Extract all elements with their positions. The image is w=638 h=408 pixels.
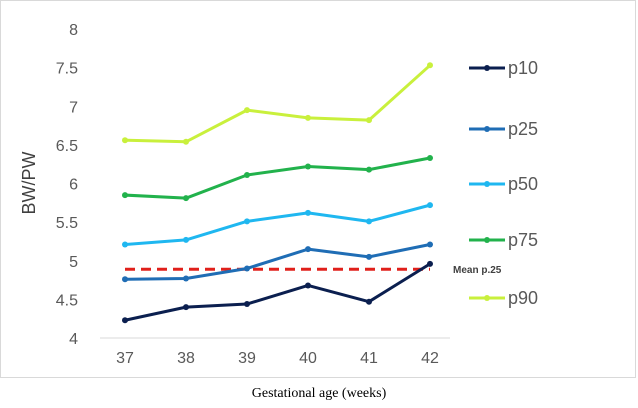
data-point (305, 163, 311, 170)
data-point (183, 236, 189, 243)
legend-item-p50: p50 (469, 174, 538, 194)
x-tick-label: 41 (360, 350, 378, 367)
data-point (122, 241, 128, 248)
legend-marker (484, 181, 490, 187)
data-point (427, 202, 433, 209)
series-p90 (122, 62, 433, 145)
legend-label: p75 (508, 230, 538, 250)
legend-label: p25 (508, 119, 538, 139)
legend-item-p25: p25 (469, 119, 538, 139)
data-point (427, 62, 433, 69)
legend-item-p10: p10 (469, 58, 538, 78)
legend-item-p75: p75 (469, 230, 538, 250)
reference-line-group: Mean p.25 (125, 265, 502, 276)
y-tick-label: 4 (69, 331, 78, 348)
y-axis-ticks: 4 4.5 5 5.5 6 6.5 7 7.5 8 (56, 22, 78, 348)
data-point (183, 138, 189, 145)
data-point (183, 304, 189, 311)
line-chart: 4 4.5 5 5.5 6 6.5 7 7.5 8 37 38 39 40 41 42 BW/PW Mea… (19, 22, 538, 367)
legend-label: p90 (508, 288, 538, 308)
data-point (427, 155, 433, 162)
x-tick-label: 40 (299, 350, 317, 367)
legend-item-p90: p90 (469, 288, 538, 308)
x-axis-ticks: 37 38 39 40 41 42 (116, 350, 439, 367)
x-tick-label: 42 (421, 350, 439, 367)
x-tick-label: 37 (116, 350, 134, 367)
data-point (244, 107, 250, 114)
data-point (244, 265, 250, 272)
legend-label: p10 (508, 58, 538, 78)
x-axis-title: Gestational age (weeks) (251, 386, 387, 401)
data-point (183, 195, 189, 202)
data-point (305, 282, 311, 289)
legend-marker (484, 237, 490, 243)
y-tick-label: 8 (69, 22, 78, 39)
legend-marker (484, 126, 490, 132)
data-point (366, 117, 372, 124)
series-p10 (122, 260, 433, 324)
series-line (124, 203, 431, 247)
series-group (122, 62, 433, 324)
y-tick-label: 5.5 (56, 215, 78, 232)
data-point (366, 166, 372, 173)
data-point (427, 241, 433, 248)
data-point (122, 317, 128, 324)
chart-frame (0, 0, 636, 378)
series-p50 (122, 202, 433, 248)
legend: p10 p25 p50 p75 p90 (469, 58, 538, 308)
series-line (124, 262, 431, 322)
y-tick-label: 4.5 (56, 292, 78, 309)
y-tick-label: 7.5 (56, 61, 78, 78)
data-point (305, 114, 311, 121)
data-point (305, 246, 311, 253)
legend-marker (484, 295, 490, 301)
reference-line-label: Mean p.25 (453, 265, 502, 276)
series-p25 (122, 241, 433, 283)
y-tick-label: 7 (69, 99, 78, 116)
data-point (122, 276, 128, 283)
data-point (244, 301, 250, 308)
series-line (124, 243, 431, 281)
data-point (122, 137, 128, 144)
legend-marker (484, 65, 490, 71)
data-point (183, 275, 189, 282)
y-axis-label: BW/PW (19, 151, 39, 214)
y-tick-label: 5 (69, 254, 78, 271)
data-point (244, 218, 250, 225)
data-point (366, 253, 372, 260)
x-tick-label: 39 (238, 350, 256, 367)
series-line (124, 156, 431, 200)
data-point (244, 172, 250, 179)
y-tick-label: 6.5 (56, 138, 78, 155)
data-point (305, 209, 311, 216)
y-tick-label: 6 (69, 177, 78, 194)
data-point (427, 260, 433, 267)
legend-label: p50 (508, 174, 538, 194)
data-point (366, 298, 372, 305)
data-point (122, 192, 128, 199)
series-line (124, 64, 432, 144)
data-point (366, 218, 372, 225)
series-p75 (122, 155, 433, 202)
x-tick-label: 38 (177, 350, 195, 367)
